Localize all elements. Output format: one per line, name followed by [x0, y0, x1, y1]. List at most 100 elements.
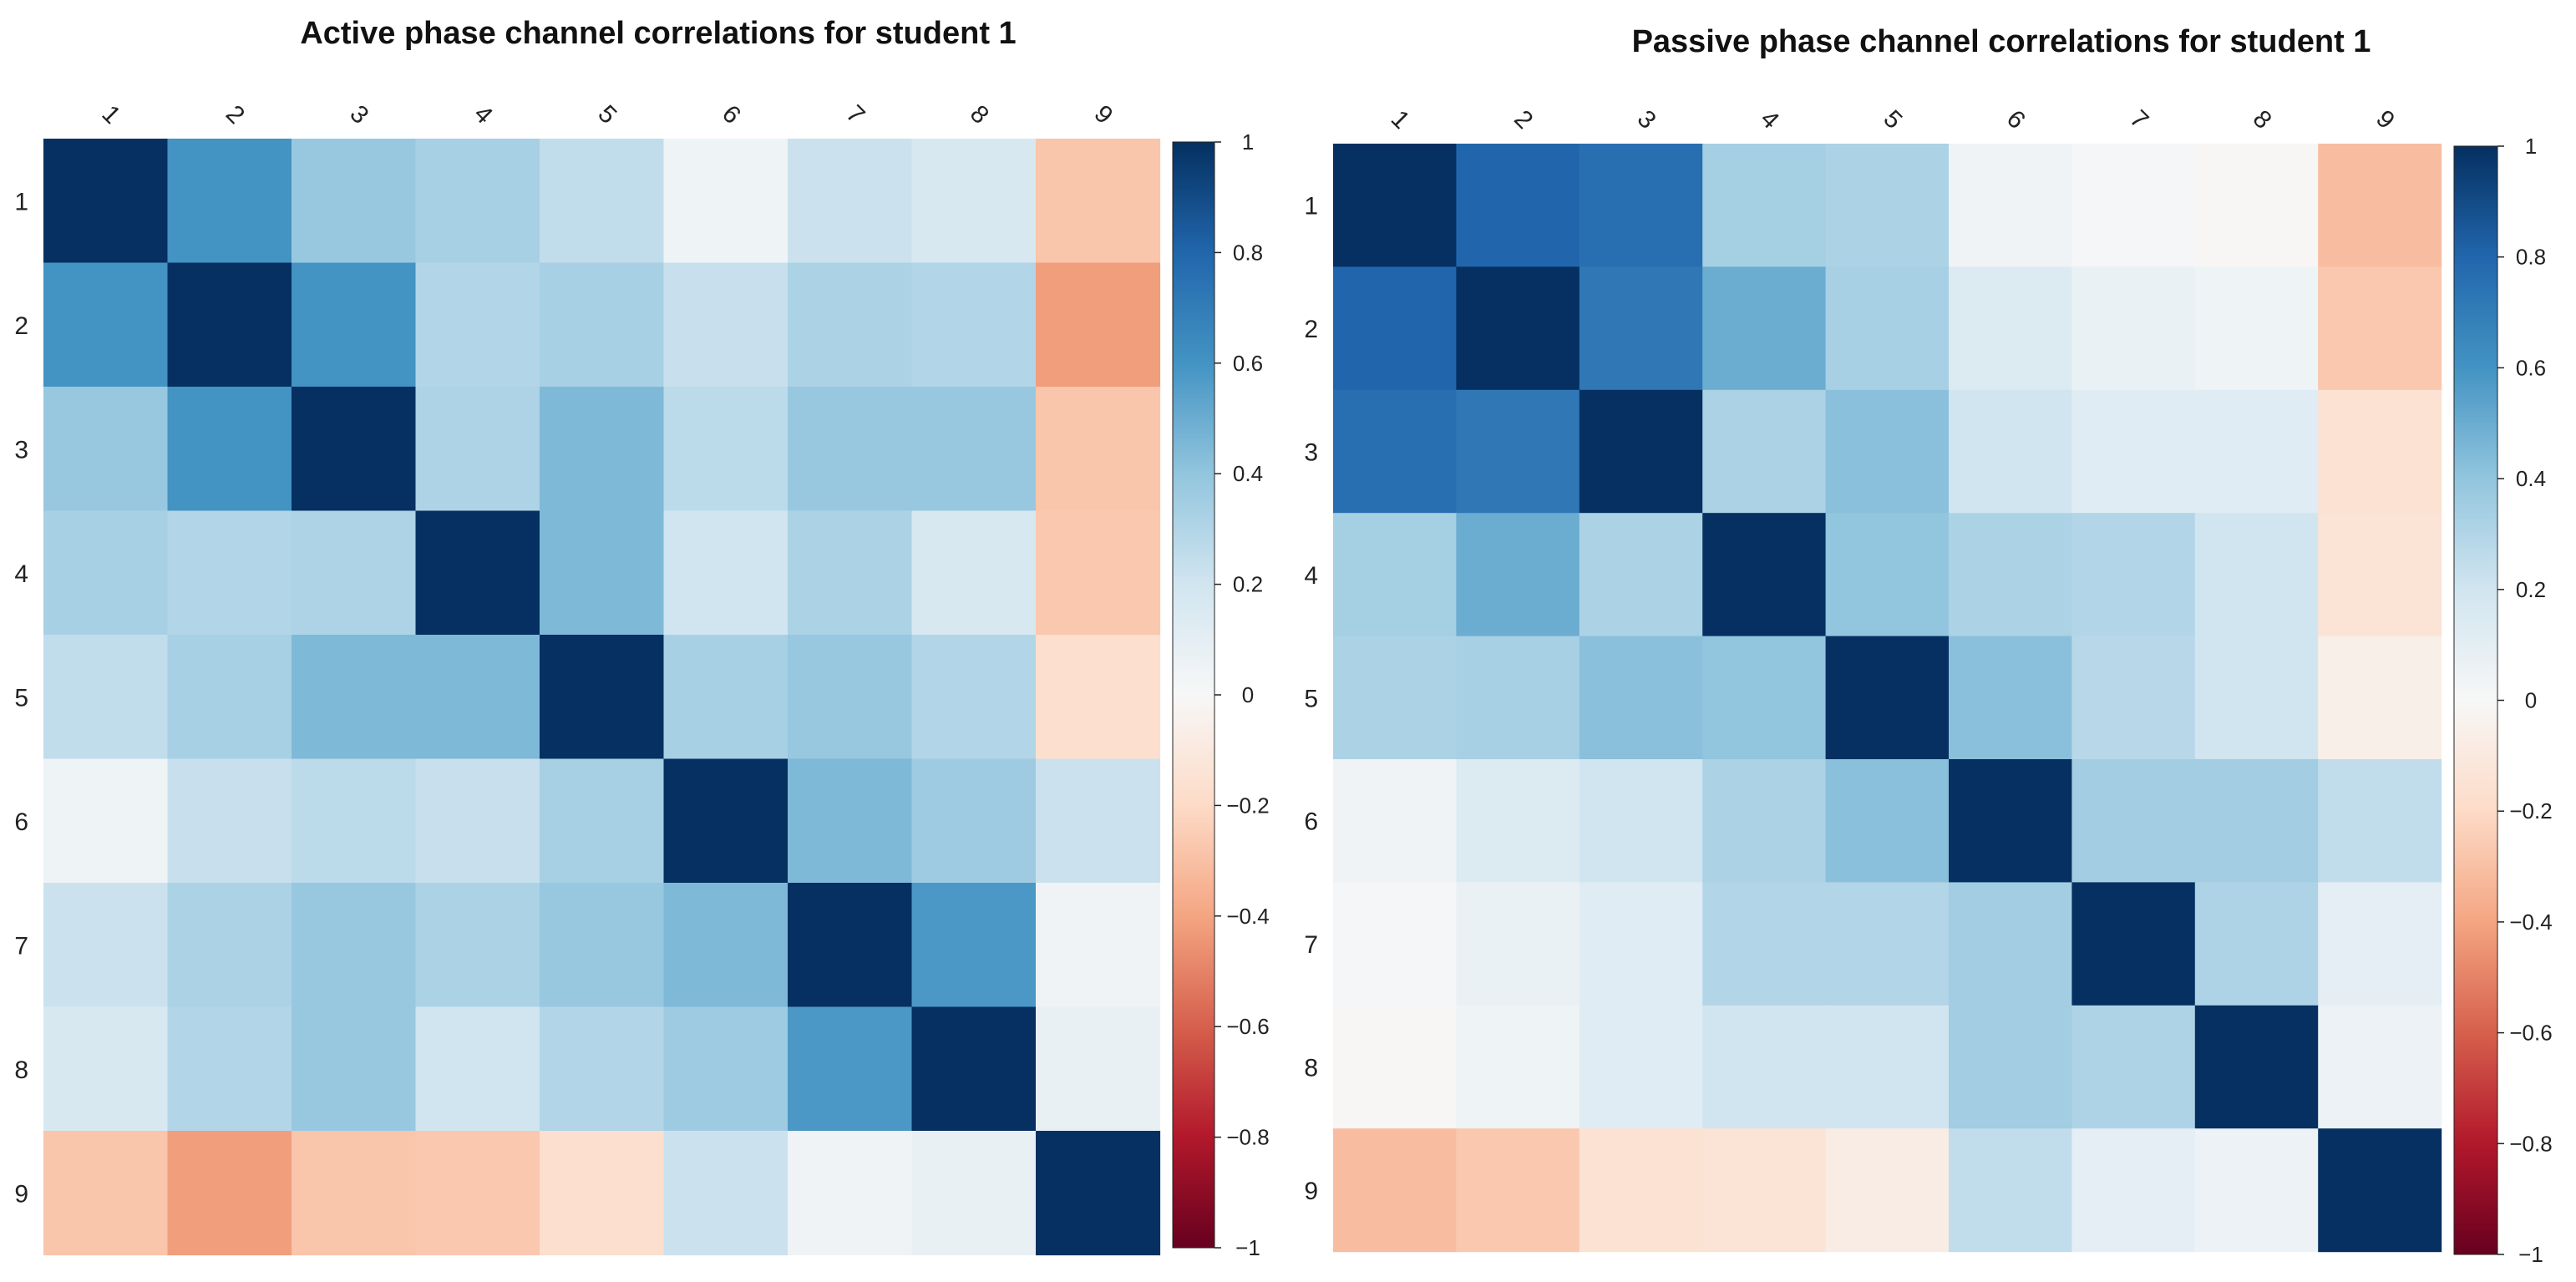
heatmap-cell — [415, 139, 540, 264]
heatmap-cell — [292, 262, 417, 388]
heatmap-cell — [1825, 1128, 1950, 1253]
colorbar-tick-label: −0.8 — [2509, 1131, 2552, 1156]
heatmap-cell — [1036, 1006, 1161, 1132]
row-label: 8 — [14, 1057, 28, 1084]
heatmap-cell — [43, 510, 169, 636]
heatmap-cell — [788, 1006, 913, 1132]
heatmap-cell — [911, 262, 1037, 388]
column-label: 4 — [469, 100, 498, 129]
row-label: 7 — [14, 932, 28, 960]
column-label: 3 — [1632, 105, 1661, 134]
heatmap-active: Active phase channel correlations for st… — [14, 16, 1269, 1260]
heatmap-cell — [2318, 1005, 2442, 1129]
heatmap-cell — [167, 1131, 292, 1256]
heatmap-cell — [292, 1131, 417, 1256]
colorbar-tick-label: −0.2 — [1226, 793, 1269, 818]
heatmap-cell — [788, 510, 913, 636]
heatmap-cell — [540, 635, 665, 760]
heatmap-cell — [1949, 513, 2072, 637]
heatmap-passive: Passive phase channel correlations for s… — [1304, 24, 2552, 1267]
heatmap-cell — [911, 635, 1037, 760]
heatmap-cell — [2071, 266, 2196, 391]
heatmap-cell — [1036, 510, 1161, 636]
heatmap-cell — [1036, 387, 1161, 512]
heatmap-cell — [415, 758, 540, 884]
heatmap-cell — [1702, 882, 1827, 1006]
heatmap-cell — [1333, 266, 1457, 391]
heatmap-cell — [2071, 513, 2196, 637]
heatmap-cell — [1825, 389, 1950, 514]
column-label: 1 — [1386, 105, 1415, 134]
colorbar-gradient — [2453, 145, 2498, 1255]
heatmap-cell — [1036, 139, 1161, 264]
heatmap-cell — [43, 139, 169, 264]
colorbar-tick-label: 0.6 — [1233, 351, 1263, 376]
heatmap-cell — [1036, 262, 1161, 388]
heatmap-cell — [911, 883, 1037, 1008]
row-label: 1 — [14, 188, 28, 215]
heatmap-cell — [1036, 1131, 1161, 1256]
heatmap-cell — [788, 1131, 913, 1256]
heatmap-cell — [1456, 882, 1580, 1006]
colorbar-tick-label: −0.4 — [1226, 904, 1269, 929]
heatmap-cell — [911, 139, 1037, 264]
heatmap-cell — [1456, 759, 1580, 883]
row-labels-active: 1 2 3 4 5 6 7 8 9 — [14, 188, 28, 1208]
heatmap-cell — [2194, 882, 2319, 1006]
heatmap-cell — [540, 510, 665, 636]
heatmap-cell — [167, 387, 292, 512]
column-label: 5 — [1878, 105, 1907, 134]
column-label: 9 — [2371, 105, 2400, 134]
colorbar-tick-label: 0.6 — [2516, 355, 2546, 380]
heatmap-cell — [292, 387, 417, 512]
heatmap-cell — [663, 1006, 789, 1132]
column-labels-passive: 1 2 3 4 5 6 7 8 9 — [1386, 105, 2400, 134]
heatmap-cell — [415, 510, 540, 636]
heatmap-cell — [1036, 635, 1161, 760]
heatmap-cell — [663, 262, 789, 388]
heatmap-cell — [1456, 513, 1580, 637]
heatmap-cell — [1825, 1005, 1950, 1129]
colorbar-tick-label: 0 — [1242, 682, 1254, 707]
row-label: 8 — [1304, 1055, 1318, 1082]
heatmap-cell — [1825, 144, 1950, 267]
heatmap-cell — [2071, 882, 2196, 1006]
chart-title-passive: Passive phase channel correlations for s… — [1632, 24, 2371, 59]
heatmap-cell — [540, 262, 665, 388]
heatmap-cell — [2318, 882, 2442, 1006]
heatmap-cells-passive — [1333, 144, 2442, 1253]
heatmap-cell — [167, 139, 292, 264]
heatmap-cell — [1333, 636, 1457, 760]
heatmap-cell — [167, 1006, 292, 1132]
colorbar-tick-label: 0 — [2525, 688, 2537, 713]
colorbar-tick-label: −1 — [1235, 1235, 1260, 1260]
colorbar-tick-label: −0.8 — [1226, 1125, 1269, 1150]
chart-title-active: Active phase channel correlations for st… — [300, 16, 1016, 51]
heatmap-cell — [663, 1131, 789, 1256]
row-label: 6 — [14, 808, 28, 836]
row-label: 9 — [14, 1180, 28, 1208]
heatmap-cell — [2194, 1128, 2319, 1253]
heatmap-cell — [1456, 1128, 1580, 1253]
heatmap-cell — [1333, 1128, 1457, 1253]
heatmap-cell — [43, 883, 169, 1008]
row-label: 2 — [1304, 316, 1318, 343]
row-label: 5 — [14, 684, 28, 712]
heatmap-cell — [911, 1131, 1037, 1256]
heatmap-cell — [2071, 144, 2196, 267]
heatmap-cell — [2194, 1005, 2319, 1129]
heatmap-cell — [2194, 636, 2319, 760]
heatmap-cell — [167, 635, 292, 760]
colorbar-tick-label: −0.2 — [2509, 798, 2552, 823]
heatmap-cell — [1825, 636, 1950, 760]
colorbar-tick-label: 0.4 — [1233, 461, 1263, 486]
heatmap-cell — [2194, 513, 2319, 637]
heatmap-cell — [1702, 1128, 1827, 1253]
heatmap-cell — [1949, 636, 2072, 760]
column-label: 2 — [221, 100, 250, 129]
heatmap-cell — [2194, 389, 2319, 514]
heatmap-cell — [1702, 266, 1827, 391]
column-label: 2 — [1509, 105, 1538, 134]
heatmap-cell — [1949, 144, 2072, 267]
heatmap-cell — [415, 262, 540, 388]
